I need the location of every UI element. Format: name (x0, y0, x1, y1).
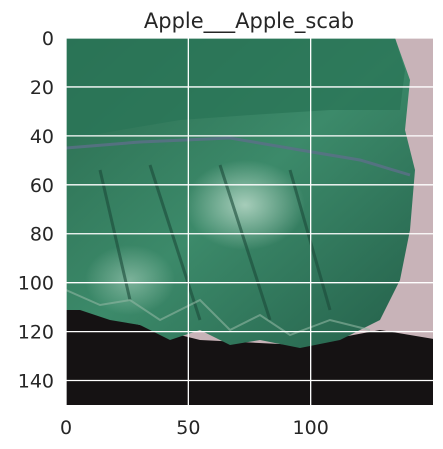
figure-title: Apple___Apple_scab (144, 9, 354, 34)
leaf-edge (66, 289, 371, 337)
y-tick-label: 120 (18, 322, 54, 344)
y-tick-label: 100 (18, 273, 54, 295)
x-tick-label: 50 (176, 417, 200, 439)
y-tick-label: 80 (30, 224, 54, 246)
leaf-fold (66, 136, 411, 177)
grid-lines (65, 37, 433, 405)
leaf-highlight-2 (85, 245, 175, 315)
axis-ticks: 0 50 100 0 20 40 60 80 100 120 140 (18, 28, 329, 439)
leaf-image (66, 38, 433, 405)
x-tick-label: 0 (60, 417, 72, 439)
y-tick-label: 0 (42, 28, 54, 50)
y-tick-label: 20 (30, 77, 54, 99)
leaf-upper (66, 38, 405, 140)
y-tick-label: 140 (18, 371, 54, 393)
y-tick-label: 60 (30, 175, 54, 197)
y-tick-label: 40 (30, 126, 54, 148)
x-tick-label: 100 (293, 417, 329, 439)
leaf-veins (98, 164, 332, 321)
background-dark (66, 300, 433, 405)
leaf-highlight (185, 160, 305, 250)
